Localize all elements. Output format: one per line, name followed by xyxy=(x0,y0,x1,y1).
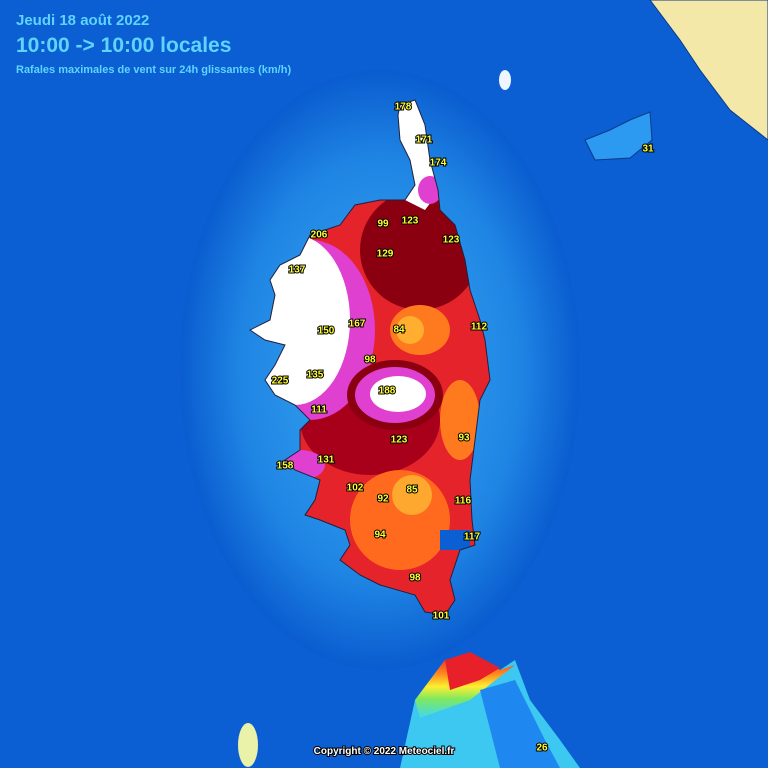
station-value: 26 xyxy=(536,743,548,754)
station-value: 101 xyxy=(433,611,450,622)
station-value: 225 xyxy=(272,376,289,387)
station-value: 206 xyxy=(311,230,328,241)
elba xyxy=(584,111,653,161)
copyright: Copyright © 2022 Meteociel.fr xyxy=(314,746,455,757)
station-value: 167 xyxy=(349,319,366,330)
station-value: 131 xyxy=(318,455,335,466)
tuscany-coast xyxy=(649,0,768,141)
date: Jeudi 18 août 2022 xyxy=(16,12,149,29)
station-value: 123 xyxy=(402,216,419,227)
station-value: 31 xyxy=(642,144,654,155)
islet xyxy=(238,723,258,767)
station-value: 123 xyxy=(391,435,408,446)
station-value: 129 xyxy=(377,249,394,260)
station-value: 117 xyxy=(464,532,481,543)
station-value: 112 xyxy=(471,322,488,333)
station-value: 158 xyxy=(277,461,294,472)
capraia xyxy=(499,70,511,90)
station-value: 150 xyxy=(318,326,335,337)
station-value: 98 xyxy=(364,355,376,366)
station-value: 93 xyxy=(458,433,470,444)
station-value: 84 xyxy=(393,325,405,336)
station-value: 99 xyxy=(377,219,389,230)
period: 10:00 -> 10:00 locales xyxy=(16,34,231,57)
station-value: 174 xyxy=(430,158,447,169)
station-value: 92 xyxy=(377,494,389,505)
station-value: 111 xyxy=(311,405,327,416)
station-value: 137 xyxy=(289,265,306,276)
sardinia xyxy=(400,652,580,768)
station-value: 178 xyxy=(395,102,412,113)
station-value: 102 xyxy=(347,483,364,494)
subtitle: Rafales maximales de vent sur 24h glissa… xyxy=(16,64,291,76)
station-value: 94 xyxy=(374,530,386,541)
station-value: 98 xyxy=(409,573,421,584)
station-value: 188 xyxy=(379,386,396,397)
station-value: 116 xyxy=(455,496,472,507)
station-value: 85 xyxy=(406,485,418,496)
station-value: 135 xyxy=(307,370,324,381)
station-value: 123 xyxy=(443,235,460,246)
station-value: 171 xyxy=(416,135,433,146)
